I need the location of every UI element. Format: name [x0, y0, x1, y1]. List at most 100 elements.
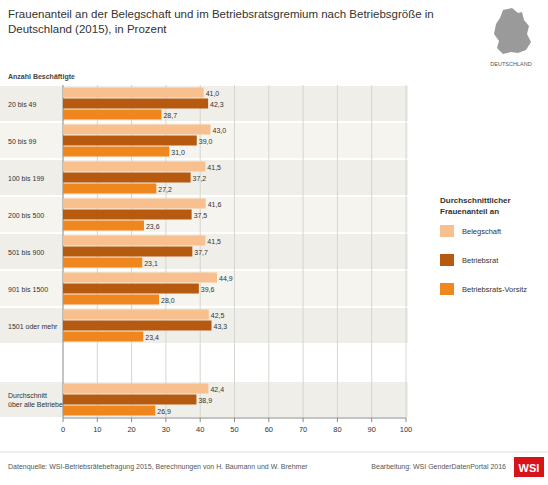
- data-label: 44,9: [219, 275, 233, 282]
- legend-swatch: [440, 225, 454, 237]
- bar: [63, 395, 196, 405]
- data-label: 37,2: [193, 175, 207, 182]
- tick-mark: [63, 418, 64, 422]
- bar: [63, 295, 159, 305]
- bar: [63, 310, 209, 320]
- tick-label: 10: [93, 425, 101, 434]
- legend-swatch: [440, 283, 454, 295]
- tick-label: 20: [127, 425, 135, 434]
- category-label: 901 bis 1500: [8, 286, 48, 293]
- data-label: 41,0: [206, 90, 220, 97]
- tick-mark: [371, 418, 372, 422]
- bar: [63, 99, 208, 109]
- tick-mark: [165, 418, 166, 422]
- category-label: 501 bis 900: [8, 249, 44, 256]
- credit-note: Bearbeitung: WSI GenderDatenPortal 2016: [371, 463, 506, 471]
- text-line: 50 bis 99: [8, 138, 37, 145]
- data-labels: 41,043,041,541,641,544,942,542,442,339,0…: [144, 90, 233, 415]
- text-line: 100 bis 199: [8, 175, 44, 182]
- bar: [63, 247, 192, 257]
- data-label: 43,0: [212, 127, 226, 134]
- category-label: 200 bis 500: [8, 212, 44, 219]
- bar: [63, 384, 208, 394]
- axis-label: Anzahl Beschäftigte: [8, 73, 75, 81]
- row-band: [0, 271, 408, 306]
- row-band: [0, 123, 408, 158]
- tick-label: 0: [61, 425, 65, 434]
- bar: [63, 258, 142, 268]
- data-label: 39,6: [201, 286, 215, 293]
- tick-label: 50: [230, 425, 238, 434]
- bar: [63, 284, 199, 294]
- bar: [63, 332, 143, 342]
- bar: [63, 221, 144, 231]
- legend-label: Betriebsrats-Vorsitz: [462, 285, 527, 294]
- bar: [63, 110, 161, 120]
- text-line: Frauenanteil an: [440, 207, 499, 216]
- category-label: Durchschnittüber alle Betriebe: [8, 392, 63, 408]
- data-label: 41,6: [208, 201, 222, 208]
- row-band: [0, 382, 408, 417]
- data-label: 38,9: [198, 397, 212, 404]
- row-band: [0, 345, 408, 380]
- category-label: 50 bis 99: [8, 138, 37, 145]
- grid-line: [406, 85, 407, 418]
- legend-label: Betriebsrat: [462, 256, 499, 265]
- tick-mark: [303, 418, 304, 422]
- data-label: 28,0: [161, 297, 175, 304]
- category-label: 100 bis 199: [8, 175, 44, 182]
- tick-label: 30: [162, 425, 170, 434]
- data-label: 28,7: [163, 112, 177, 119]
- data-label: 23,4: [145, 334, 159, 341]
- grid-line: [268, 85, 269, 418]
- tick-mark: [234, 418, 235, 422]
- data-label: 41,5: [207, 164, 221, 171]
- bar: [63, 184, 156, 194]
- bar: [63, 210, 192, 220]
- data-label: 42,3: [210, 101, 224, 108]
- text-line: Durchschnittlicher: [440, 196, 511, 205]
- bars: [63, 88, 217, 416]
- data-label: 27,2: [158, 186, 172, 193]
- grid-line: [234, 85, 235, 418]
- bar: [63, 273, 217, 283]
- data-label: 37,7: [194, 249, 208, 256]
- map-label: DEUTSCHLAND: [490, 61, 531, 67]
- text-line: 200 bis 500: [8, 212, 44, 219]
- bar: [63, 88, 204, 98]
- chart: Frauenanteil an der Belegschaft und im B…: [0, 0, 548, 485]
- tick-label: 40: [196, 425, 204, 434]
- row-band: [0, 197, 408, 232]
- data-label: 23,1: [144, 260, 158, 267]
- bar: [63, 406, 155, 416]
- legend-title: Durchschnittlicher Frauenanteil an: [440, 196, 511, 216]
- tick-label: 80: [333, 425, 341, 434]
- tick-mark: [200, 418, 201, 422]
- data-label: 43,3: [214, 323, 228, 330]
- tick-label: 90: [368, 425, 376, 434]
- tick-mark: [406, 418, 407, 422]
- data-label: 26,9: [157, 408, 171, 415]
- row-band: [0, 308, 408, 343]
- data-label: 37,5: [194, 212, 208, 219]
- grid-line: [303, 85, 304, 418]
- bar: [63, 136, 197, 146]
- tick-label: 70: [299, 425, 307, 434]
- row-band: [0, 160, 408, 195]
- tick-mark: [337, 418, 338, 422]
- text-line: Deutschland (2015), in Prozent: [8, 23, 167, 35]
- bar: [63, 173, 191, 183]
- text-line: 1501 oder mehr: [8, 323, 58, 330]
- row-band: [0, 234, 408, 269]
- bar: [63, 236, 205, 246]
- tick-mark: [268, 418, 269, 422]
- data-label: 39,0: [199, 138, 213, 145]
- bar: [63, 147, 169, 157]
- category-label: 20 bis 49: [8, 101, 37, 108]
- text-line: 501 bis 900: [8, 249, 44, 256]
- footer-rule: [0, 452, 548, 453]
- logo-text: WSI: [519, 462, 540, 474]
- bar: [63, 125, 210, 135]
- text-line: 20 bis 49: [8, 101, 37, 108]
- text-line: Frauenanteil an der Belegschaft und im B…: [8, 8, 434, 20]
